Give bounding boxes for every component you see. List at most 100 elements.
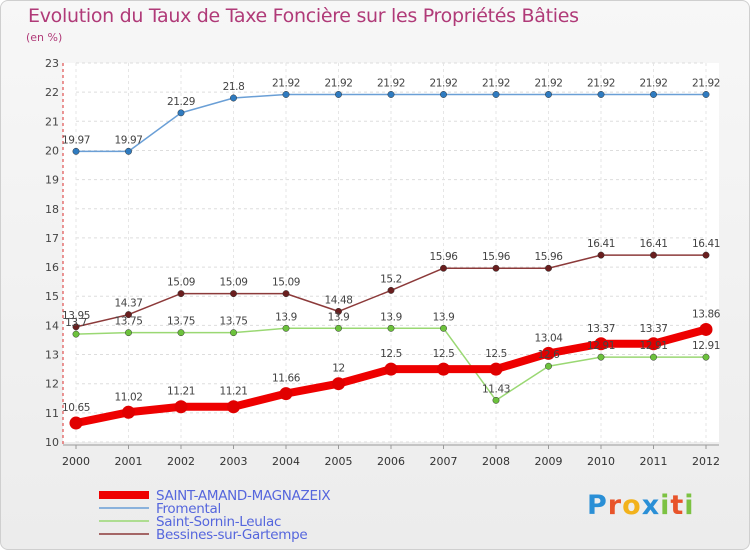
series-point-1 bbox=[72, 147, 80, 155]
data-label-2: 13.9 bbox=[380, 311, 402, 323]
y-tick-label: 22 bbox=[45, 86, 59, 99]
y-tick-label: 20 bbox=[45, 144, 59, 157]
data-label-2: 13.9 bbox=[433, 311, 455, 323]
data-label-0: 12 bbox=[332, 363, 345, 375]
legend-label: Fromental bbox=[156, 501, 221, 517]
data-label-2: 12.91 bbox=[639, 340, 667, 352]
y-tick-label: 13 bbox=[45, 349, 59, 362]
series-point-0 bbox=[69, 416, 83, 430]
x-tick-label: 2005 bbox=[325, 455, 353, 468]
series-point-1 bbox=[387, 91, 395, 98]
data-label-2: 12.6 bbox=[538, 349, 560, 361]
x-tick-label: 2007 bbox=[430, 455, 458, 468]
series-point-0 bbox=[174, 400, 188, 414]
data-label-0: 11.66 bbox=[272, 373, 301, 385]
series-point-0 bbox=[594, 337, 608, 351]
data-label-0: 12.5 bbox=[433, 348, 455, 360]
data-label-2: 13.9 bbox=[275, 311, 297, 323]
series-point-0 bbox=[279, 387, 293, 401]
series-point-1 bbox=[597, 91, 605, 98]
data-label-1: 21.8 bbox=[223, 81, 245, 93]
data-label-0: 12.5 bbox=[380, 348, 402, 360]
y-tick-label: 12 bbox=[45, 378, 59, 391]
x-tick-label: 2003 bbox=[220, 455, 248, 468]
data-label-3: 16.41 bbox=[692, 238, 720, 250]
proxiti-logo: Proxiti bbox=[587, 490, 695, 521]
series-point-1 bbox=[125, 147, 132, 155]
data-label-2: 13.7 bbox=[65, 317, 87, 329]
data-label-2: 12.91 bbox=[692, 340, 720, 352]
y-tick-label: 14 bbox=[45, 319, 59, 332]
series-point-2 bbox=[702, 353, 710, 361]
series-point-3 bbox=[440, 264, 447, 272]
data-label-2: 13.75 bbox=[219, 316, 247, 328]
x-tick-label: 2006 bbox=[377, 455, 405, 468]
y-tick-label: 10 bbox=[45, 436, 59, 449]
series-point-3 bbox=[545, 264, 552, 272]
data-label-1: 21.92 bbox=[377, 77, 405, 89]
data-label-0: 13.37 bbox=[639, 323, 667, 335]
data-label-1: 21.92 bbox=[639, 77, 667, 89]
series-point-3 bbox=[282, 290, 290, 298]
data-label-0: 10.65 bbox=[62, 402, 90, 414]
series-point-2 bbox=[125, 329, 132, 337]
x-tick-label: 2010 bbox=[587, 455, 615, 468]
chart-unit-label: (en %) bbox=[26, 31, 63, 44]
data-label-3: 14.37 bbox=[114, 298, 142, 310]
x-tick-label: 2002 bbox=[167, 455, 195, 468]
data-label-2: 13.75 bbox=[167, 316, 195, 328]
data-label-1: 21.92 bbox=[587, 77, 615, 89]
data-label-1: 21.92 bbox=[272, 77, 300, 89]
series-point-2 bbox=[177, 329, 185, 337]
x-tick-label: 2009 bbox=[535, 455, 563, 468]
data-label-1: 21.92 bbox=[324, 77, 352, 89]
data-label-2: 12.91 bbox=[587, 340, 615, 352]
data-label-1: 21.92 bbox=[482, 77, 510, 89]
series-point-3 bbox=[492, 264, 500, 272]
data-label-3: 15.96 bbox=[482, 251, 511, 263]
logo-letter: P bbox=[587, 490, 608, 521]
series-point-1 bbox=[545, 91, 552, 98]
series-point-0 bbox=[647, 337, 660, 351]
data-label-2: 13.9 bbox=[328, 311, 350, 323]
series-point-1 bbox=[230, 94, 237, 102]
series-point-2 bbox=[387, 324, 395, 332]
data-label-3: 13.95 bbox=[62, 310, 90, 322]
x-tick-label: 2000 bbox=[62, 455, 90, 468]
logo-letter: i bbox=[660, 490, 671, 521]
data-label-1: 19.97 bbox=[62, 134, 90, 146]
data-label-0: 12.5 bbox=[485, 348, 507, 360]
series-point-3 bbox=[177, 290, 185, 298]
logo-letter: t bbox=[670, 490, 685, 521]
series-point-0 bbox=[489, 362, 503, 376]
series-point-2 bbox=[597, 353, 605, 361]
series-point-0 bbox=[437, 362, 450, 376]
y-tick-label: 11 bbox=[45, 407, 59, 420]
series-point-1 bbox=[177, 109, 185, 117]
data-label-0: 11.21 bbox=[167, 386, 195, 398]
series-point-3 bbox=[597, 251, 605, 259]
legend-label: Saint-Sornin-Leulac bbox=[156, 514, 281, 530]
x-tick-label: 2001 bbox=[115, 455, 143, 468]
series-point-1 bbox=[335, 91, 342, 98]
data-label-0: 13.04 bbox=[534, 332, 563, 344]
data-label-3: 15.09 bbox=[219, 277, 247, 289]
legend-label: Bessines-sur-Gartempe bbox=[156, 527, 307, 543]
y-tick-label: 16 bbox=[45, 261, 59, 274]
data-label-0: 13.37 bbox=[587, 323, 615, 335]
series-point-1 bbox=[650, 91, 657, 98]
series-point-3 bbox=[387, 286, 395, 294]
y-tick-label: 23 bbox=[45, 57, 59, 70]
series-point-3 bbox=[230, 290, 237, 298]
data-label-3: 14.48 bbox=[324, 294, 352, 306]
data-label-1: 21.92 bbox=[692, 77, 720, 89]
data-label-3: 15.2 bbox=[380, 273, 402, 285]
data-label-1: 21.29 bbox=[167, 96, 195, 108]
series-point-3 bbox=[72, 323, 80, 331]
data-label-0: 11.21 bbox=[219, 386, 247, 398]
series-point-2 bbox=[440, 324, 447, 332]
plot-area bbox=[63, 63, 719, 442]
y-tick-label: 15 bbox=[45, 290, 59, 303]
series-point-3 bbox=[702, 251, 710, 259]
